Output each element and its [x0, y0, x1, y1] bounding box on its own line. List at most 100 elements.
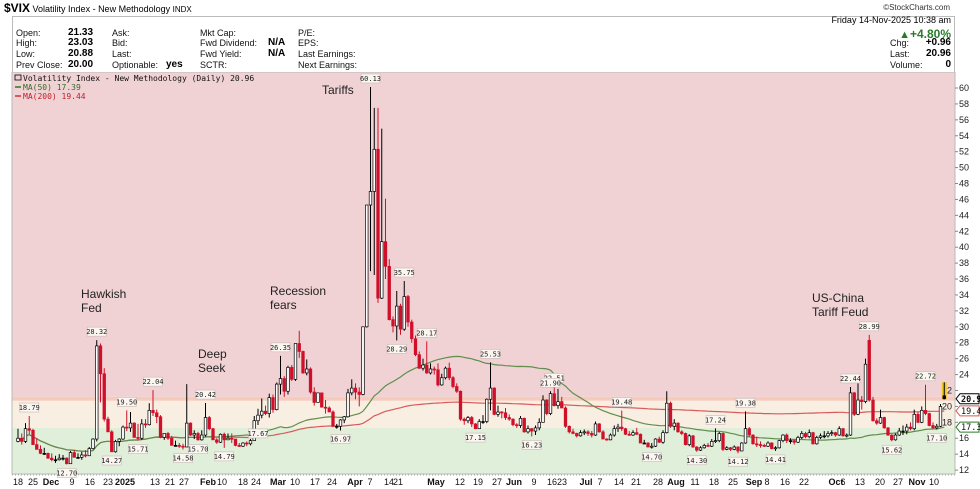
candle [766, 441, 770, 447]
x-tick-label: Nov [908, 477, 925, 487]
candle [128, 411, 133, 432]
candle-body [72, 452, 76, 458]
value-label: 22.44 [840, 375, 861, 383]
value-label: 16.97 [330, 436, 351, 444]
candle [522, 417, 526, 433]
candle [181, 443, 185, 450]
candle [886, 427, 890, 436]
value-label: 28.99 [859, 323, 880, 331]
candle-body [263, 410, 268, 414]
y-tick-label: 54 [959, 131, 969, 141]
candle-body [530, 428, 534, 432]
candle [151, 390, 155, 416]
candle [676, 422, 680, 433]
candle-body [342, 416, 346, 421]
candle-body [916, 414, 920, 423]
candle-body [80, 454, 84, 458]
candle [908, 422, 913, 431]
candle-body [545, 399, 549, 414]
value-label-box [926, 433, 947, 443]
quote-value: 20.00 [68, 59, 94, 70]
candle [755, 436, 759, 447]
x-tick-label: 21 [631, 477, 641, 487]
candle-body [16, 437, 20, 442]
value-label-box [735, 398, 756, 408]
candle [185, 384, 189, 448]
candle [563, 406, 568, 428]
candle [320, 392, 324, 408]
candle [316, 392, 320, 403]
candle [796, 435, 800, 444]
x-tick-label: 24 [327, 477, 337, 487]
candle-body [548, 393, 553, 414]
candle [593, 421, 598, 436]
candle-body [147, 410, 151, 426]
candle [335, 423, 339, 429]
x-tick-label: 11 [690, 477, 699, 487]
candle [777, 439, 781, 449]
quote-label: Last: [890, 49, 910, 59]
candle-body [563, 407, 568, 427]
candle [890, 434, 894, 442]
value-label-box [173, 453, 193, 463]
candle [548, 391, 553, 416]
candle-body [627, 433, 631, 436]
candle-body [50, 457, 54, 461]
x-tick-label: 7 [367, 477, 372, 487]
candle-body [623, 428, 628, 435]
candle-body [42, 453, 46, 455]
candle-body [676, 422, 680, 433]
candle-body [575, 433, 579, 437]
candle-body [526, 428, 530, 433]
value-label: 28.32 [86, 328, 107, 336]
candle-body [710, 441, 714, 447]
plot-border [11, 72, 956, 475]
price-chart: 12 14 16 18 20 22 24 26 28 30 32 34 36 38 40 42 44 46 48 50… [11, 72, 980, 487]
candle [155, 409, 159, 424]
candle-body [61, 457, 65, 460]
candle [680, 430, 684, 436]
candle-body [905, 426, 909, 432]
x-tick-label: 6 [840, 477, 845, 487]
candle-body [890, 434, 894, 441]
candle [368, 86, 373, 272]
value-label: 15.70 [187, 446, 208, 454]
candle [800, 431, 804, 440]
candle-body [841, 428, 845, 437]
quote-label: Chg: [890, 38, 910, 48]
quote-value: 20.96 [925, 48, 951, 59]
candle-body [305, 368, 309, 374]
candle [627, 431, 631, 436]
candle-body [185, 422, 189, 448]
candle-body [815, 437, 819, 445]
candle [833, 431, 838, 437]
candle [713, 428, 718, 444]
candle-body [35, 444, 39, 450]
candle-body [901, 430, 905, 433]
y-tick-label: 24 [959, 370, 969, 380]
candle-body [192, 433, 196, 436]
candle-body [687, 435, 691, 445]
candle-body [477, 421, 481, 430]
candle-body [282, 378, 286, 392]
candle-body [451, 377, 455, 387]
candle-body [702, 445, 706, 449]
quote-label: Last: [112, 49, 132, 59]
candle [822, 431, 826, 439]
candle [31, 428, 35, 445]
candle [327, 406, 331, 413]
x-tick-label: 16 [85, 477, 95, 487]
chart-title: $VIX Volatility Index - New Methodology … [4, 1, 192, 15]
candle-body [455, 386, 459, 392]
candle [871, 396, 875, 422]
candle [361, 326, 365, 396]
change-percent: ▲+4.80% [899, 27, 951, 41]
candle [383, 198, 388, 280]
candle [35, 438, 39, 450]
y-tick-label: 52 [959, 147, 969, 157]
candle [492, 387, 496, 416]
candle [650, 443, 654, 449]
candle-body [98, 345, 103, 375]
candle-body [196, 433, 200, 441]
event-annotation: Tariff Feud [812, 305, 868, 319]
